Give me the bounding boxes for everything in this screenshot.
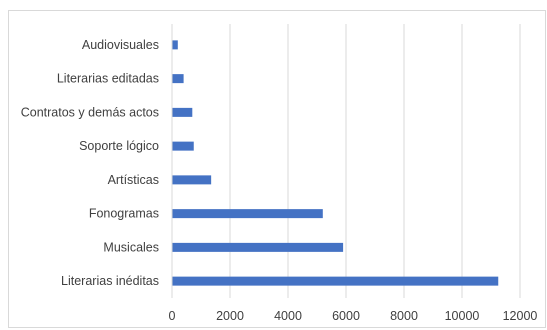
category-label: Audiovisuales bbox=[82, 38, 159, 52]
labels: 0 2000 4000 6000 8000 10000 12000 Literarias in… bbox=[21, 38, 538, 323]
category-label: Musicales bbox=[103, 240, 159, 254]
bar bbox=[172, 40, 178, 50]
x-tick-label: 2000 bbox=[216, 309, 244, 323]
bar bbox=[172, 276, 499, 286]
x-tick-label: 8000 bbox=[390, 309, 418, 323]
x-tick-label: 6000 bbox=[332, 309, 360, 323]
bars bbox=[172, 40, 499, 286]
chart-border bbox=[8, 10, 546, 328]
gridlines bbox=[229, 24, 521, 298]
category-label: Contratos y demás actos bbox=[21, 105, 159, 119]
category-label: Soporte lógico bbox=[79, 139, 159, 153]
category-label: Fonogramas bbox=[89, 207, 159, 221]
bar bbox=[172, 141, 194, 151]
category-label: Artísticas bbox=[108, 173, 159, 187]
category-label: Literarias editadas bbox=[57, 72, 159, 86]
bar bbox=[172, 107, 193, 117]
x-tick-label: 12000 bbox=[503, 309, 538, 323]
x-tick-label: 0 bbox=[169, 309, 176, 323]
bar bbox=[172, 74, 184, 84]
bar bbox=[172, 242, 344, 252]
bar bbox=[172, 175, 212, 185]
bar bbox=[172, 209, 323, 219]
x-tick-label: 4000 bbox=[274, 309, 302, 323]
x-tick-label: 10000 bbox=[445, 309, 480, 323]
category-label: Literarias inéditas bbox=[61, 274, 159, 288]
